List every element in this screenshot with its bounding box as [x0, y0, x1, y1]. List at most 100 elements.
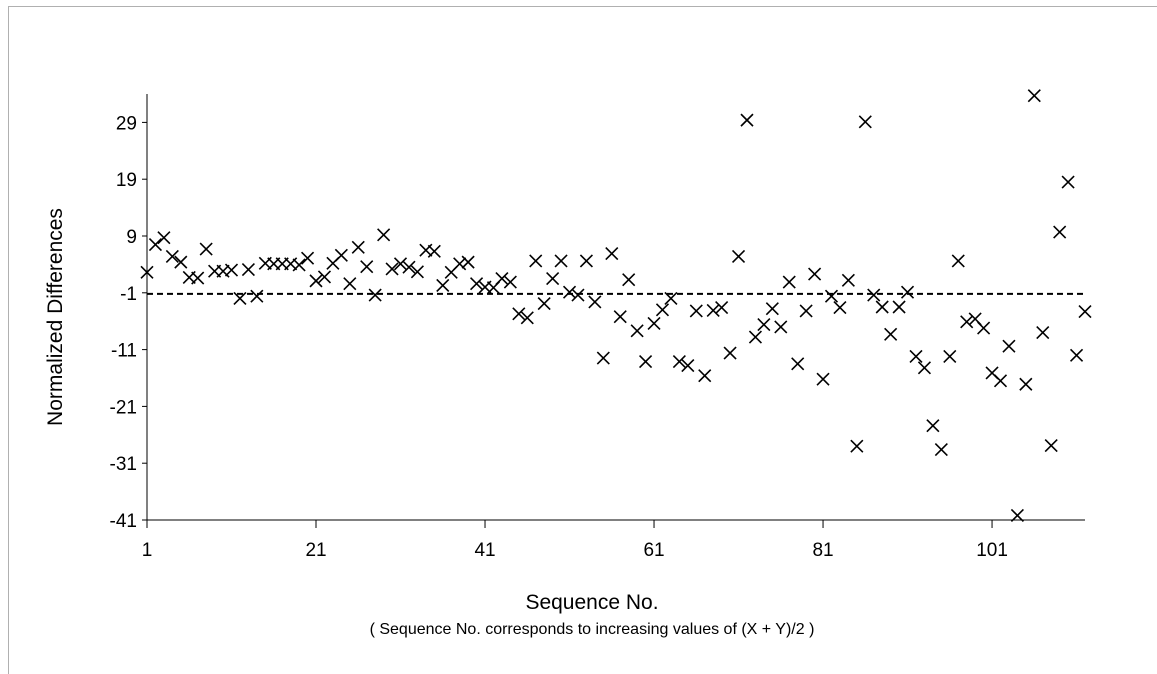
data-point [672, 354, 686, 369]
data-point [977, 321, 991, 335]
data-point [402, 260, 416, 274]
data-point [926, 419, 940, 433]
data-point [148, 237, 163, 252]
y-tick-label: -41 [110, 511, 137, 532]
data-point [892, 300, 906, 314]
data-point [393, 257, 408, 271]
data-point [520, 311, 534, 325]
data-point [140, 265, 154, 279]
data-point [233, 291, 247, 306]
data-point [647, 316, 661, 331]
data-point [723, 346, 737, 360]
y-tick-label: -31 [110, 454, 137, 475]
y-tick-label: -1 [120, 284, 137, 305]
data-point [495, 272, 509, 286]
data-point [562, 285, 577, 299]
data-point [300, 251, 315, 265]
data-point [461, 255, 475, 269]
x-tick-label: 21 [305, 540, 326, 561]
data-point [757, 318, 771, 332]
data-point [224, 263, 239, 277]
data-point [360, 260, 374, 274]
data-point [1061, 175, 1075, 189]
data-point [1036, 325, 1050, 340]
data-point [377, 228, 391, 242]
data-point [605, 247, 619, 261]
data-point [715, 301, 729, 315]
data-point [850, 439, 864, 453]
data-point [512, 307, 526, 321]
x-tick-label: 81 [812, 540, 833, 561]
data-point [664, 291, 678, 306]
y-tick-label: 19 [116, 170, 137, 191]
data-point [909, 349, 923, 363]
data-point [655, 303, 670, 317]
data-point [841, 273, 855, 287]
y-tick-label: 29 [116, 113, 137, 134]
x-axis: 1 21 41 61 81 101 [142, 519, 1085, 561]
data-point [943, 349, 957, 363]
data-point [731, 249, 746, 264]
data-point [639, 354, 653, 369]
data-point [529, 254, 543, 268]
data-point [571, 288, 585, 302]
x-tick-label: 61 [643, 540, 664, 561]
x-tick-label: 101 [976, 540, 1008, 561]
data-point [782, 275, 796, 289]
data-point [824, 289, 839, 303]
data-point [698, 369, 712, 383]
data-point [1053, 225, 1067, 239]
chart-frame [8, 6, 1157, 674]
data-point [174, 255, 188, 269]
data-point [537, 297, 551, 311]
data-point [706, 303, 720, 317]
data-point [833, 301, 847, 315]
data-point [165, 249, 179, 264]
data-point [917, 361, 932, 375]
data-point [1002, 339, 1016, 353]
data-point [630, 324, 644, 338]
data-point [867, 288, 881, 302]
data-point [774, 320, 788, 334]
data-point [951, 254, 965, 268]
x-tick-label: 41 [474, 540, 495, 561]
data-point [1044, 439, 1058, 453]
data-point [960, 315, 974, 329]
data-point [546, 272, 560, 286]
data-point [250, 289, 264, 303]
data-point [334, 248, 348, 262]
data-point [157, 231, 171, 245]
data-point [453, 257, 467, 271]
data-point [199, 242, 213, 256]
data-point [309, 274, 323, 288]
data-point [622, 273, 636, 287]
data-point [596, 351, 610, 365]
data-point [241, 262, 255, 277]
data-point [579, 254, 593, 268]
y-axis: 29 19 9 -1 -11 -21 -31 -41 [110, 94, 148, 532]
y-tick-label: -11 [111, 341, 137, 362]
data-point [884, 327, 898, 341]
data-point [816, 372, 830, 386]
data-point [368, 288, 382, 302]
data-point [503, 275, 517, 289]
data-point [588, 295, 602, 309]
data-point [292, 258, 306, 272]
data-point [343, 277, 357, 291]
x-axis-note: ( Sequence No. corresponds to increasing… [370, 621, 815, 638]
data-point [317, 270, 332, 284]
data-point [470, 277, 484, 291]
y-tick-label: -21 [110, 397, 137, 418]
data-point [1078, 304, 1092, 319]
data-point [351, 240, 365, 254]
data-point [1010, 508, 1024, 523]
data-point [799, 304, 813, 318]
data-point [681, 358, 695, 373]
data-point [875, 300, 889, 314]
data-point [1027, 89, 1041, 103]
data-point [436, 278, 450, 292]
y-tick-label: 9 [126, 227, 137, 248]
data-point [808, 267, 822, 281]
data-point [740, 113, 754, 127]
